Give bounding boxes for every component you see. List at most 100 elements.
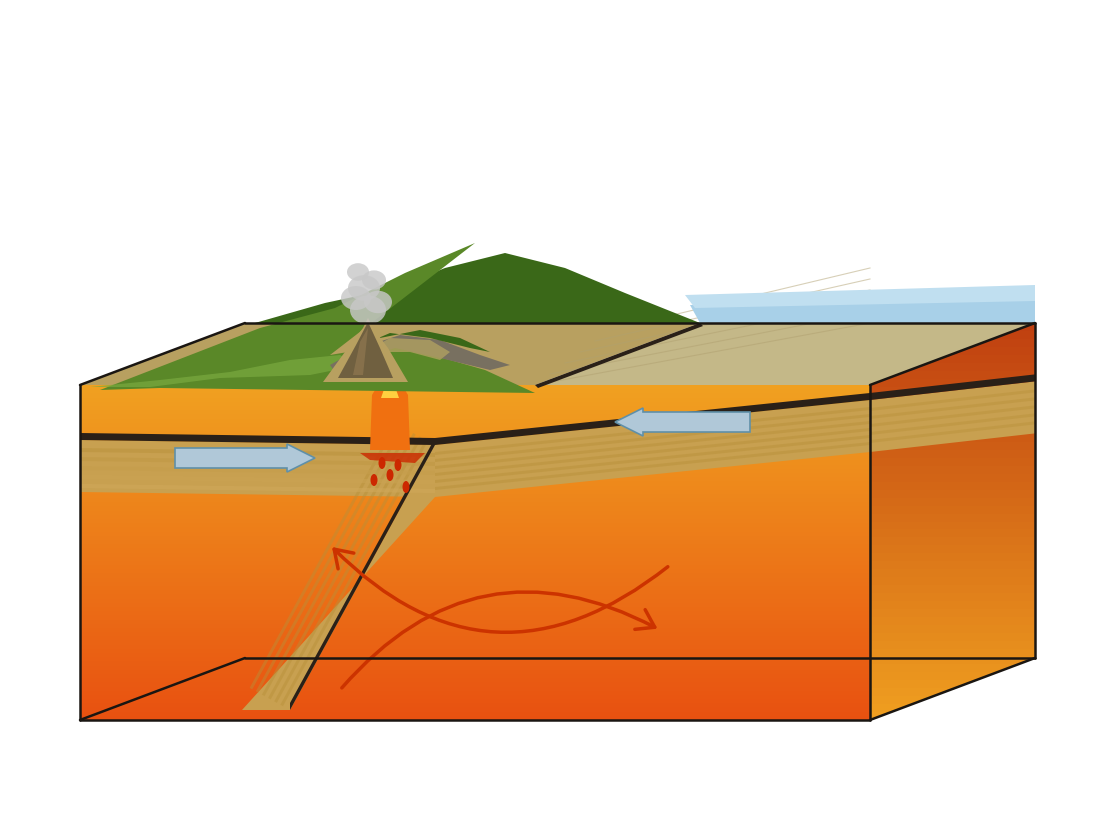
Polygon shape (870, 381, 1035, 452)
Polygon shape (860, 410, 1045, 418)
Polygon shape (870, 422, 1035, 443)
Polygon shape (860, 356, 1045, 363)
Polygon shape (70, 464, 880, 469)
Polygon shape (70, 422, 880, 427)
Polygon shape (381, 372, 399, 398)
Polygon shape (860, 370, 1045, 376)
Polygon shape (860, 409, 1045, 416)
Polygon shape (70, 678, 880, 682)
Polygon shape (860, 506, 1045, 513)
Polygon shape (870, 398, 1035, 419)
Polygon shape (860, 714, 1045, 720)
Polygon shape (70, 436, 880, 440)
Polygon shape (70, 515, 880, 519)
FancyArrow shape (615, 408, 750, 436)
Polygon shape (70, 523, 880, 527)
Polygon shape (860, 458, 1045, 466)
Polygon shape (870, 375, 1035, 400)
Polygon shape (685, 285, 1035, 308)
Polygon shape (70, 477, 880, 481)
Polygon shape (274, 436, 421, 703)
Polygon shape (860, 474, 1045, 482)
Polygon shape (70, 662, 880, 666)
Polygon shape (860, 548, 1045, 554)
Polygon shape (70, 527, 880, 531)
Polygon shape (860, 634, 1045, 640)
Polygon shape (860, 403, 1045, 409)
Polygon shape (70, 682, 880, 686)
Polygon shape (434, 414, 870, 462)
Polygon shape (860, 343, 1045, 350)
Ellipse shape (403, 481, 409, 493)
Polygon shape (434, 428, 870, 476)
Polygon shape (70, 540, 880, 545)
Polygon shape (256, 427, 404, 693)
Polygon shape (70, 703, 880, 708)
Polygon shape (860, 601, 1045, 609)
Polygon shape (860, 466, 1045, 474)
Polygon shape (860, 648, 1045, 654)
Polygon shape (860, 515, 1045, 521)
Polygon shape (70, 648, 880, 653)
Polygon shape (290, 438, 434, 710)
Polygon shape (70, 402, 880, 406)
Polygon shape (860, 396, 1045, 403)
Polygon shape (70, 507, 880, 511)
Polygon shape (255, 253, 700, 323)
Polygon shape (860, 462, 1045, 469)
FancyArrow shape (175, 444, 315, 472)
Polygon shape (860, 363, 1045, 370)
Polygon shape (70, 444, 880, 448)
Polygon shape (870, 323, 1035, 720)
Polygon shape (70, 603, 880, 607)
Polygon shape (860, 574, 1045, 581)
Ellipse shape (350, 295, 386, 324)
Polygon shape (860, 363, 1045, 370)
Polygon shape (860, 640, 1045, 648)
Polygon shape (250, 423, 397, 690)
Polygon shape (70, 670, 880, 674)
Polygon shape (70, 699, 880, 703)
Polygon shape (860, 418, 1045, 427)
Polygon shape (434, 442, 870, 490)
Polygon shape (70, 519, 880, 523)
Polygon shape (860, 337, 1045, 343)
Polygon shape (70, 590, 880, 594)
Polygon shape (70, 565, 880, 569)
Polygon shape (860, 350, 1045, 356)
Polygon shape (353, 328, 369, 375)
FancyArrowPatch shape (342, 592, 654, 688)
Polygon shape (860, 614, 1045, 620)
Polygon shape (860, 696, 1045, 704)
Polygon shape (860, 403, 1045, 410)
Polygon shape (860, 568, 1045, 574)
Polygon shape (860, 561, 1045, 569)
Polygon shape (70, 653, 880, 658)
Polygon shape (860, 672, 1045, 681)
Polygon shape (860, 394, 1045, 403)
Polygon shape (70, 473, 880, 477)
Polygon shape (860, 541, 1045, 548)
Polygon shape (70, 615, 880, 620)
Polygon shape (434, 400, 870, 497)
Polygon shape (70, 481, 880, 485)
Polygon shape (860, 593, 1045, 601)
Polygon shape (860, 633, 1045, 640)
Polygon shape (70, 535, 880, 540)
Polygon shape (70, 544, 880, 549)
Polygon shape (860, 700, 1045, 707)
Polygon shape (70, 607, 880, 611)
Polygon shape (80, 484, 434, 493)
Ellipse shape (395, 459, 402, 471)
Polygon shape (860, 704, 1045, 712)
Polygon shape (345, 330, 490, 358)
Polygon shape (860, 554, 1045, 561)
Polygon shape (70, 469, 880, 473)
Polygon shape (70, 418, 880, 422)
Polygon shape (70, 691, 880, 695)
Polygon shape (860, 331, 1045, 339)
Polygon shape (860, 379, 1045, 387)
Polygon shape (434, 421, 870, 469)
Polygon shape (70, 674, 880, 678)
Polygon shape (535, 323, 1035, 385)
